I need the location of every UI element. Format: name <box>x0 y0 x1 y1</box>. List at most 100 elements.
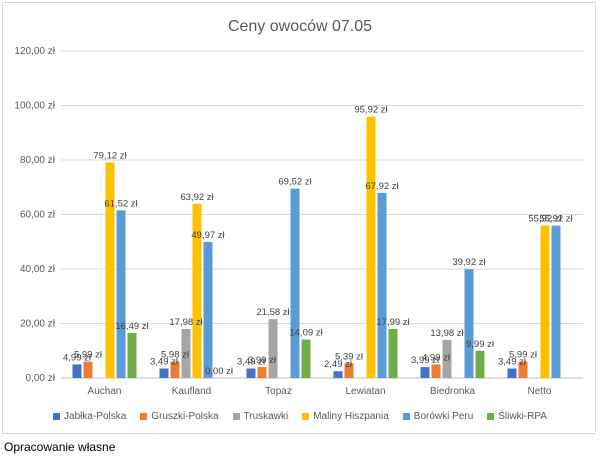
data-label: 61,52 zł <box>104 198 138 209</box>
y-axis-tick-labels: 0,00 zł 20,00 zł 40,00 zł 60,00 zł 80,00 zł 1… <box>14 46 55 384</box>
data-label: 9,99 zł <box>466 339 495 350</box>
bar <box>72 364 82 378</box>
data-label: 3,49 zł <box>498 356 527 367</box>
legend-swatch <box>53 413 61 420</box>
bar <box>127 333 137 378</box>
chart-legend: Jabłka-Polska Gruszki-Polska Truskawki Mali… <box>3 411 597 422</box>
legend-label: Śliwki-RPA <box>498 411 547 422</box>
data-label: 95,92 zł <box>354 105 388 116</box>
y-tick-label: 100,00 zł <box>14 101 55 112</box>
y-tick-label: 0,00 zł <box>26 373 56 384</box>
legend-item: Maliny Hiszpania <box>302 411 389 422</box>
y-tick-label: 20,00 zł <box>20 319 56 330</box>
bar <box>420 367 430 378</box>
data-label: 4,99 zł <box>63 352 92 363</box>
data-label: 49,97 zł <box>191 230 225 241</box>
bar <box>464 269 474 378</box>
data-label: 55,92 zł <box>528 214 562 225</box>
data-label: 0,00 zł <box>205 366 234 377</box>
legend-label: Gruszki-Polska <box>151 411 219 422</box>
data-label: 39,92 zł <box>452 257 486 268</box>
bar <box>105 162 115 378</box>
source-note: Opracowanie własne <box>4 440 116 454</box>
bar <box>159 368 169 378</box>
bar <box>540 225 550 378</box>
y-tick-label: 40,00 zł <box>20 264 56 275</box>
legend-swatch <box>232 413 240 420</box>
data-label: 79,12 zł <box>93 150 127 161</box>
data-label: 5,98 zł <box>161 350 190 361</box>
legend-swatch <box>140 413 148 420</box>
bar <box>388 328 398 378</box>
x-tick-label: Lewiatan <box>345 386 385 397</box>
bar <box>246 368 256 378</box>
legend-swatch <box>402 413 410 420</box>
bar <box>257 367 267 378</box>
x-tick-label: Topaz <box>265 386 292 397</box>
legend-item: Gruszki-Polska <box>140 411 219 422</box>
bar <box>442 339 452 378</box>
data-label: 63,92 zł <box>180 192 214 203</box>
data-label: 16,49 zł <box>115 321 149 332</box>
data-label: 55,92 zł <box>539 214 573 225</box>
data-label: 4,99 zł <box>422 352 451 363</box>
legend-label: Jabłka-Polska <box>64 411 127 422</box>
bar <box>181 329 191 378</box>
legend-label: Truskawki <box>243 411 289 422</box>
data-label: 17,99 zł <box>376 317 410 328</box>
bar <box>333 371 343 378</box>
bar <box>290 188 300 378</box>
data-label: 17,98 zł <box>169 317 203 328</box>
bar <box>268 319 278 378</box>
legend-item: Borówki Peru <box>402 411 474 422</box>
bar <box>551 225 561 378</box>
bar <box>518 361 528 378</box>
y-tick-label: 80,00 zł <box>20 155 56 166</box>
bar <box>116 210 126 378</box>
data-label: 14,09 zł <box>289 328 323 339</box>
x-axis-category-labels: Auchan Kaufland Topaz Lewiatan Biedronka Nett… <box>88 386 552 397</box>
legend-item: Śliwki-RPA <box>487 411 547 422</box>
bar <box>507 368 517 378</box>
chart-title: Ceny owoców 07.05 <box>228 18 372 35</box>
y-tick-label: 60,00 zł <box>20 210 56 221</box>
legend-label: Borówki Peru <box>413 411 474 422</box>
bar <box>203 241 213 378</box>
bars <box>72 116 561 379</box>
legend-item: Jabłka-Polska <box>53 411 126 422</box>
data-label: 3,99 zł <box>411 355 440 366</box>
bar <box>170 361 180 378</box>
bar <box>301 339 311 378</box>
x-tick-label: Netto <box>528 386 552 397</box>
gridlines <box>61 50 583 379</box>
data-label: 3,49 zł <box>237 356 266 367</box>
data-label: 13,98 zł <box>430 328 464 339</box>
data-label: 5,39 zł <box>335 351 364 362</box>
bar-chart: Ceny owoców 07.05 0,00 zł 20,00 zł 40,00 z… <box>14 18 583 397</box>
data-label: 67,92 zł <box>365 181 399 192</box>
data-label: 69,52 zł <box>278 177 312 188</box>
data-label: 2,49 zł <box>324 359 353 370</box>
bar <box>83 361 93 378</box>
data-label: 3,99 zł <box>248 355 277 366</box>
legend-swatch <box>487 413 495 420</box>
y-tick-label: 120,00 zł <box>14 46 55 57</box>
bar <box>377 192 387 378</box>
bar <box>431 364 441 378</box>
data-label: 5,99 zł <box>74 350 103 361</box>
x-tick-label: Biedronka <box>430 386 475 397</box>
bar <box>366 116 376 379</box>
data-label: 21,58 zł <box>256 307 290 318</box>
legend-item: Truskawki <box>232 411 289 422</box>
bar <box>344 363 354 378</box>
legend-label: Maliny Hiszpania <box>313 411 389 422</box>
x-tick-label: Kaufland <box>172 386 211 397</box>
chart-frame: Ceny owoców 07.05 0,00 zł 20,00 zł 40,00 z… <box>2 2 596 434</box>
data-label: 3,49 zł <box>150 356 179 367</box>
x-tick-label: Auchan <box>88 386 122 397</box>
bar <box>475 350 485 378</box>
bar <box>192 203 202 378</box>
data-label: 5,99 zł <box>509 350 538 361</box>
legend-swatch <box>302 413 310 420</box>
